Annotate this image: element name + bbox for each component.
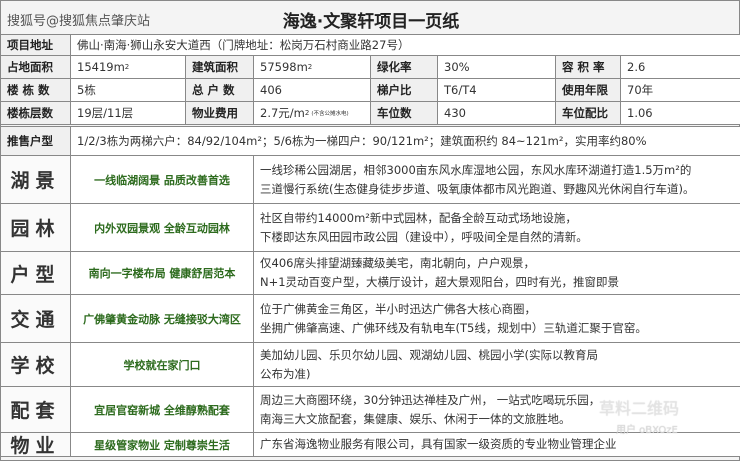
stat-value-text: 430 <box>444 106 466 120</box>
feature-line: 一线珍稀公园湖居，相邻3000亩东风水库湿地公园，东风水库环湖道打造1.5万m²… <box>260 162 692 177</box>
stat-label: 车位配比 <box>556 102 621 124</box>
stat-label: 使用年限 <box>556 79 621 101</box>
feature-slogan: 内外双园景观 全龄互动园林 <box>71 204 254 251</box>
stat-label: 容 积 率 <box>556 56 621 78</box>
stat-value: 2.6 <box>621 56 740 78</box>
watermark-qr: 草料二维码 <box>599 399 680 418</box>
page-title: 海逸·文聚轩项目一页纸 <box>282 12 460 32</box>
feature-title: 配套 <box>1 387 71 432</box>
stats-row: 占地面积 15419m 2 建筑面积 57598m 2 绿化率 30% 容 积 率 2.6 <box>1 56 740 79</box>
stat-value-text: 5栋 <box>77 83 96 97</box>
feature-line: 公布为准) <box>260 366 311 381</box>
feature-line: N+1灵动百变户型，大横厅设计，超大景观阳台，四时有光，推窗即景 <box>260 275 620 289</box>
feature-title: 物业 <box>1 433 71 456</box>
address-row: 项目地址 佛山·南海·狮山永安大道西（门牌地址：松岗万石村商业路27号） <box>1 35 740 56</box>
stat-value-text: T6/T4 <box>444 83 477 97</box>
stat-value: 406 <box>254 79 371 101</box>
feature-title: 交通 <box>1 295 71 342</box>
stat-label: 占地面积 <box>1 56 71 78</box>
stat-value: 1.06 <box>621 102 740 124</box>
feature-slogan: 一线临湖阔景 品质改善首选 <box>71 156 254 203</box>
stat-label: 物业费用 <box>186 102 254 124</box>
stat-value: 30% <box>438 56 556 78</box>
stat-note: (不含公摊水电) <box>311 111 349 117</box>
feature-description: 仅406席头排望湖臻藏级美宅，南北朝向，户户观景， N+1灵动百变户型，大横厅设计… <box>254 252 740 294</box>
stat-value-text: 19层/11层 <box>77 106 134 120</box>
feature-line: 社区自带约14000m²新中式园林，配备全龄互动式场地设施， <box>260 210 577 225</box>
feature-line: 下楼即达东风田园市政公园（建设中），呼吸间全是自然的清新。 <box>260 229 588 244</box>
stat-value-text: 57598m <box>260 60 308 74</box>
stat-value-text: 30% <box>444 60 470 74</box>
stat-value: 57598m 2 <box>254 56 371 78</box>
stats-row: 楼栋层数 19层/11层 物业费用 2.7元/m 2 (不含公摊水电) 车位数 430 车位配比… <box>1 102 740 125</box>
stat-value-text: 70年 <box>627 83 654 97</box>
watermark-source: 搜狐号@搜狐焦点肇庆站 <box>7 14 151 29</box>
feature-row: 湖景 一线临湖阔景 品质改善首选 一线珍稀公园湖居，相邻3000亩东风水库湿地公园，… <box>1 156 740 204</box>
feature-row: 配套 宜居官窑新城 全维醇熟配套 周边三大商圈环绕，30分钟迅达禅桂及广州， 一站式… <box>1 387 740 433</box>
feature-description: 位于广佛黄金三角区，半小时迅达广佛各大核心商圈， 坐拥广佛肇高速、广佛环线及有轨电… <box>254 295 740 342</box>
stat-label: 楼 栋 数 <box>1 79 71 101</box>
feature-line: 南海三大文旅配套，集健康、娱乐、休闲于一体的文旅胜地。 <box>260 411 571 426</box>
units-value: 1/2/3栋为两梯六户：84/92/104m²；5/6栋为一梯四户：90/121… <box>71 127 740 155</box>
stat-value: 430 <box>438 102 556 124</box>
address-label: 项目地址 <box>1 35 71 55</box>
feature-description: 社区自带约14000m²新中式园林，配备全龄互动式场地设施， 下楼即达东风田园市政… <box>254 204 740 251</box>
feature-description: 一线珍稀公园湖居，相邻3000亩东风水库湿地公园，东风水库环湖道打造1.5万m²… <box>254 156 740 203</box>
stat-value: 70年 <box>621 79 740 101</box>
feature-title: 学校 <box>1 343 71 386</box>
stat-value-text: 2.6 <box>627 60 646 74</box>
feature-row: 学校 学校就在家门口 美加幼儿园、乐贝尔幼儿园、观湖幼儿园、桃园小学(实际以教育局公… <box>1 343 740 387</box>
feature-description: 美加幼儿园、乐贝尔幼儿园、观湖幼儿园、桃园小学(实际以教育局 公布为准) <box>254 343 740 386</box>
feature-line: 三道慢行系统(生态健身徒步步道、吸氧康体都市风光跑道、野趣风光休闲自行车道)。 <box>260 181 695 196</box>
feature-slogan: 南向一字楼布局 健康舒居范本 <box>71 252 254 294</box>
stat-label: 车位数 <box>371 102 438 124</box>
feature-description: 周边三大商圈环绕，30分钟迅达禅桂及广州， 一站式吃喝玩乐园， 南海三大文旅配套，… <box>254 387 740 432</box>
feature-line: 位于广佛黄金三角区，半小时迅达广佛各大核心商圈， <box>260 301 536 316</box>
stat-label: 总 户 数 <box>186 79 254 101</box>
feature-row: 物业 星级管家物业 定制尊崇生活 广东省海逸物业服务有限公司，具有国家一级资质的专业… <box>1 433 740 457</box>
feature-line: 仅406席头排望湖臻藏级美宅，南北朝向，户户观景， <box>260 256 535 270</box>
feature-row: 交通 广佛肇黄金动脉 无缝接驳大湾区 位于广佛黄金三角区，半小时迅达广佛各大核心商圈… <box>1 295 740 343</box>
units-row: 推售户型 1/2/3栋为两梯六户：84/92/104m²；5/6栋为一梯四户：9… <box>1 126 740 156</box>
address-value: 佛山·南海·狮山永安大道西（门牌地址：松岗万石村商业路27号） <box>71 35 740 55</box>
stat-value-text: 406 <box>260 83 282 97</box>
stat-value: 5栋 <box>71 79 186 101</box>
watermark-user: 用户 oBXOzE <box>616 425 678 436</box>
feature-line: 美加幼儿园、乐贝尔幼儿园、观湖幼儿园、桃园小学(实际以教育局 <box>260 347 598 362</box>
feature-slogan: 星级管家物业 定制尊崇生活 <box>71 433 254 456</box>
stat-label: 楼栋层数 <box>1 102 71 124</box>
feature-description: 广东省海逸物业服务有限公司，具有国家一级资质的专业物业管理企业 <box>254 433 740 456</box>
feature-title: 户型 <box>1 252 71 294</box>
feature-title: 园林 <box>1 204 71 251</box>
stat-value-text: 1.06 <box>627 106 653 120</box>
stat-value: 19层/11层 <box>71 102 186 124</box>
stat-label: 绿化率 <box>371 56 438 78</box>
feature-title: 湖景 <box>1 156 71 203</box>
feature-slogan: 广佛肇黄金动脉 无缝接驳大湾区 <box>71 295 254 342</box>
feature-row: 园林 内外双园景观 全龄互动园林 社区自带约14000m²新中式园林，配备全龄互动式… <box>1 204 740 252</box>
stat-value: T6/T4 <box>438 79 556 101</box>
stat-value: 2.7元/m 2 (不含公摊水电) <box>254 102 371 124</box>
stat-label: 梯户比 <box>371 79 438 101</box>
feature-line: 周边三大商圈环绕，30分钟迅达禅桂及广州， 一站式吃喝玩乐园， <box>260 392 601 407</box>
stat-value-text: 2.7元/m <box>260 106 305 120</box>
feature-slogan: 宜居官窑新城 全维醇熟配套 <box>71 387 254 432</box>
feature-line: 坐拥广佛肇高速、广佛环线及有轨电车(T5线，规划中）三轨道汇聚于官窑。 <box>260 320 647 335</box>
feature-line: 广东省海逸物业服务有限公司，具有国家一级资质的专业物业管理企业 <box>260 437 617 451</box>
stat-unit-sup: 2 <box>307 63 313 71</box>
units-label: 推售户型 <box>1 127 71 155</box>
feature-row: 户型 南向一字楼布局 健康舒居范本 仅406席头排望湖臻藏级美宅，南北朝向，户户观景… <box>1 252 740 295</box>
stats-row: 楼 栋 数 5栋 总 户 数 406 梯户比 T6/T4 使用年限 70年 <box>1 79 740 102</box>
header: 搜狐号@搜狐焦点肇庆站 海逸·文聚轩项目一页纸 <box>1 1 740 35</box>
stat-value: 15419m 2 <box>71 56 186 78</box>
stat-label: 建筑面积 <box>186 56 254 78</box>
stat-unit-sup: 2 <box>124 63 130 71</box>
stat-value-text: 15419m <box>77 60 125 74</box>
feature-slogan: 学校就在家门口 <box>71 343 254 386</box>
stat-unit-sup: 2 <box>304 109 310 117</box>
